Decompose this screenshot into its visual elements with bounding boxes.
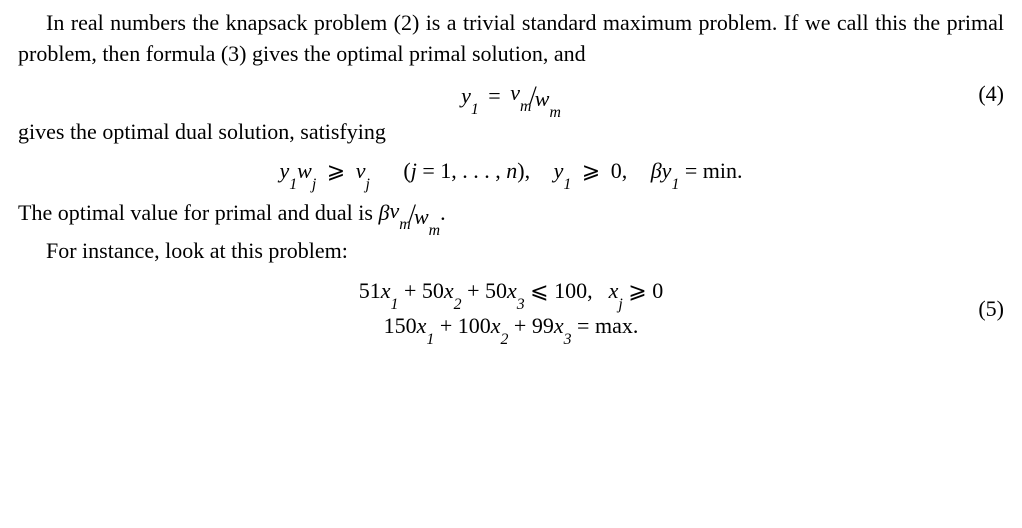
dual-beta: β — [651, 158, 662, 183]
dual-conditions: y1wj ⩾ vj (j = 1, . . . , n), y1 ⩾ 0, βy… — [18, 153, 1004, 189]
equation-4: y1 = vm/wm (4) — [18, 76, 1004, 113]
eq5-l2-eq: = — [572, 313, 595, 338]
equation-number-4: (4) — [978, 79, 1004, 110]
eq5-l1-s3: 3 — [517, 296, 525, 313]
paragraph-1: In real numbers the knapsack problem (2)… — [18, 8, 1004, 70]
dual-y1b-sub: 1 — [563, 176, 571, 193]
eq4-lhs-var: y — [461, 83, 471, 108]
dual-eq: = — [679, 158, 702, 183]
equation-5: 51x1 + 50x2 + 50x3 ⩽ 100,xj ⩾ 0 150x1 + … — [18, 273, 1004, 345]
eq5-l2-plus2: + — [508, 313, 531, 338]
eq5-l2-c2: 100 — [458, 313, 491, 338]
dual-range-eq: = 1, . . . , — [417, 158, 506, 183]
eq5-l1-c2: 50 — [422, 278, 444, 303]
eq5-l1-ge: ⩾ — [623, 278, 652, 303]
dual-vj-sub: j — [365, 176, 369, 193]
dual-range-open: ( — [403, 158, 410, 183]
eq5-l1-s1: 1 — [391, 296, 399, 313]
eq5-l2-c1: 150 — [384, 313, 417, 338]
eq5-l1-c1: 51 — [359, 278, 381, 303]
dual-wj: w — [297, 158, 312, 183]
eq5-l1-le: ⩽ — [525, 278, 554, 303]
paragraph-4: For instance, look at this problem: — [18, 236, 1004, 267]
optval-num-var: v — [389, 198, 399, 223]
eq4-equals: = — [488, 83, 500, 108]
paragraph-2: gives the optimal dual solution, satisfy… — [18, 117, 1004, 148]
dual-ge2: ⩾ — [582, 158, 600, 183]
eq5-l2-s3: 3 — [564, 331, 572, 348]
eq4-den-var: w — [535, 86, 550, 111]
eq5-l1-x2: x — [444, 278, 454, 303]
eq5-l1-xj: x — [609, 278, 619, 303]
dual-wj-sub: j — [312, 176, 316, 193]
optval-dot: . — [440, 200, 446, 225]
equation-number-5: (5) — [978, 294, 1004, 325]
eq4-den-sub: m — [549, 104, 560, 121]
dual-y1-sub: 1 — [289, 176, 297, 193]
eq5-l2-s1: 1 — [426, 331, 434, 348]
para3-text: The optimal value for primal and dual is — [18, 200, 378, 225]
dual-min: min. — [703, 158, 743, 183]
eq5-l1-plus2: + — [462, 278, 485, 303]
eq4-num-var: v — [510, 80, 520, 105]
eq5-l1-x1: x — [381, 278, 391, 303]
dual-ge1: ⩾ — [327, 158, 345, 183]
dual-range-close: ), — [517, 158, 530, 183]
eq5-line2: 150x1 + 100x2 + 99x3 = max. — [384, 311, 639, 342]
eq5-l2-x1: x — [417, 313, 427, 338]
eq5-l2-c3: 99 — [532, 313, 554, 338]
eq5-l2-plus1: + — [434, 313, 457, 338]
dual-range-n: n — [506, 158, 517, 183]
optval-den-var: w — [414, 204, 429, 229]
dual-y1: y — [279, 158, 289, 183]
dual-y1c: y — [662, 158, 672, 183]
optval-beta: β — [378, 200, 389, 225]
paragraph-3: The optimal value for primal and dual is… — [18, 193, 1004, 230]
eq5-l2-max: max. — [595, 313, 638, 338]
eq5-l2-x2: x — [491, 313, 501, 338]
dual-y1b: y — [554, 158, 564, 183]
dual-y1c-sub: 1 — [671, 176, 679, 193]
eq5-l2-x3: x — [554, 313, 564, 338]
dual-zero: 0, — [611, 158, 628, 183]
eq5-l1-plus1: + — [398, 278, 421, 303]
eq4-lhs-sub: 1 — [471, 101, 479, 118]
eq5-l1-sj: j — [618, 296, 622, 313]
eq5-l1-x3: x — [507, 278, 517, 303]
eq5-l1-zero: 0 — [652, 278, 663, 303]
eq5-l1-c3: 50 — [485, 278, 507, 303]
optval-den-sub: m — [429, 222, 440, 239]
eq5-l1-rhs: 100, — [554, 278, 593, 303]
eq5-l2-s2: 2 — [501, 331, 509, 348]
eq5-line1: 51x1 + 50x2 + 50x3 ⩽ 100,xj ⩾ 0 — [359, 276, 663, 307]
dual-vj: v — [356, 158, 366, 183]
eq5-l1-s2: 2 — [454, 296, 462, 313]
